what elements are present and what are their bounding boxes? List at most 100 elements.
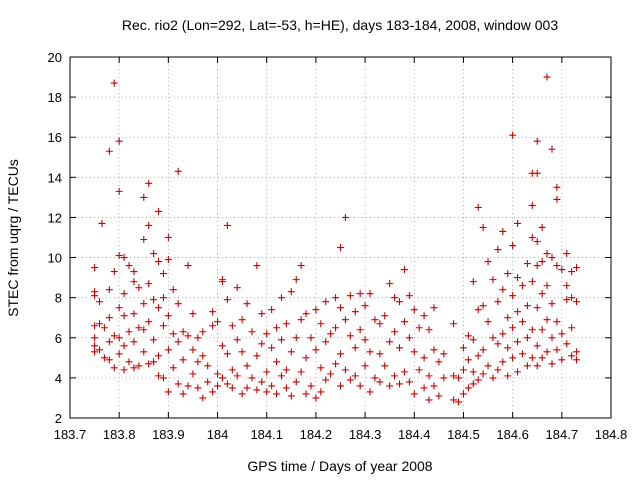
- data-point: [184, 262, 192, 270]
- data-point: [135, 362, 143, 370]
- data-point: [568, 324, 576, 332]
- y-tick-label: 10: [48, 251, 62, 266]
- data-point: [199, 394, 207, 402]
- data-point: [194, 384, 202, 392]
- data-point: [307, 334, 315, 342]
- data-point: [509, 131, 517, 139]
- data-point: [415, 366, 423, 374]
- data-point: [159, 270, 167, 278]
- data-point: [248, 328, 256, 336]
- data-point: [553, 195, 561, 203]
- data-point: [140, 236, 148, 244]
- data-point: [100, 324, 108, 332]
- data-point: [514, 274, 522, 282]
- data-point: [155, 352, 163, 360]
- data-point: [381, 362, 389, 370]
- data-point: [484, 318, 492, 326]
- data-point: [341, 316, 349, 324]
- y-tick-label: 4: [55, 371, 62, 386]
- data-point: [400, 368, 408, 376]
- data-point: [228, 384, 236, 392]
- data-point: [396, 380, 404, 388]
- data-point: [494, 246, 502, 254]
- data-point: [258, 378, 266, 386]
- data-point: [130, 338, 138, 346]
- data-point: [268, 344, 276, 352]
- data-point: [164, 312, 172, 320]
- data-point: [194, 334, 202, 342]
- data-point: [91, 348, 99, 356]
- data-point: [573, 348, 581, 356]
- data-point: [558, 356, 566, 364]
- data-point: [420, 354, 428, 362]
- data-point: [356, 326, 364, 334]
- data-point: [155, 207, 163, 215]
- data-point: [96, 320, 104, 328]
- data-point: [381, 312, 389, 320]
- data-point: [504, 270, 512, 278]
- data-point: [410, 348, 418, 356]
- data-point: [91, 334, 99, 342]
- data-point: [100, 354, 108, 362]
- data-point: [164, 388, 172, 396]
- data-point: [430, 304, 438, 312]
- data-point: [553, 262, 561, 270]
- data-point: [548, 334, 556, 342]
- data-point: [548, 145, 556, 153]
- data-point: [145, 221, 153, 229]
- data-point: [115, 350, 123, 358]
- data-point: [450, 320, 458, 328]
- data-point: [548, 300, 556, 308]
- data-point: [91, 322, 99, 330]
- data-point: [174, 300, 182, 308]
- data-point: [120, 254, 128, 262]
- data-point: [282, 320, 290, 328]
- data-point: [337, 244, 344, 252]
- data-point: [204, 362, 212, 370]
- data-point: [273, 358, 281, 366]
- data-point: [337, 304, 344, 312]
- data-point: [297, 316, 305, 324]
- data-point: [140, 326, 148, 334]
- data-point: [538, 223, 546, 231]
- data-point: [484, 362, 492, 370]
- data-point: [125, 262, 133, 270]
- data-point: [317, 320, 325, 328]
- data-point: [568, 294, 576, 302]
- data-point: [405, 378, 413, 386]
- data-point: [415, 324, 423, 332]
- data-point: [469, 368, 477, 376]
- data-point: [302, 354, 310, 362]
- data-point: [553, 346, 561, 354]
- x-tick-label: 184.1: [250, 427, 283, 442]
- data-point: [474, 306, 482, 314]
- data-point: [233, 372, 241, 380]
- data-point: [169, 286, 177, 294]
- data-point: [297, 262, 305, 270]
- data-point: [145, 280, 153, 288]
- data-point: [327, 370, 335, 378]
- data-point: [474, 376, 482, 384]
- data-point: [523, 260, 531, 268]
- data-point: [150, 358, 158, 366]
- data-point: [159, 322, 167, 330]
- data-point: [228, 366, 236, 374]
- data-point: [341, 366, 349, 374]
- data-point: [494, 366, 502, 374]
- data-point: [533, 238, 541, 246]
- data-point: [292, 378, 300, 386]
- data-point: [361, 336, 369, 344]
- x-tick-labels: 183.7 183.8 183.9 184 184.1 184.2 184.3 184.4 18…: [54, 427, 628, 442]
- data-point: [292, 276, 300, 284]
- data-point: [287, 348, 295, 356]
- y-tick-label: 12: [48, 210, 62, 225]
- y-tick-label: 6: [55, 331, 62, 346]
- chart-title: Rec. rio2 (Lon=292, Lat=-53, h=HE), days…: [122, 17, 558, 33]
- data-point: [194, 358, 202, 366]
- data-point: [533, 137, 541, 145]
- data-point: [164, 256, 172, 264]
- data-point: [174, 380, 182, 388]
- data-points: [91, 73, 581, 406]
- data-point: [518, 350, 526, 358]
- data-point: [322, 338, 330, 346]
